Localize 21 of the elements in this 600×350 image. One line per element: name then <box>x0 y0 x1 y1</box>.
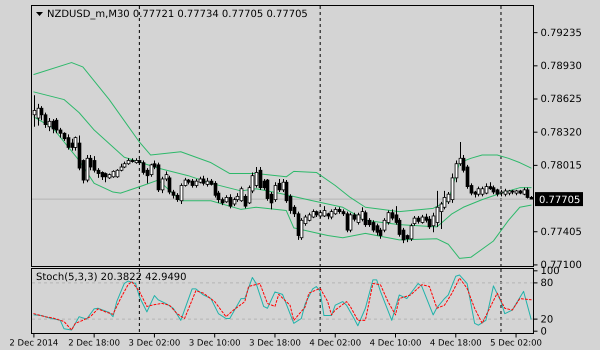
y-tick-label: 0.78930 <box>540 61 582 72</box>
ref-line-label: 0.77705 <box>539 195 580 206</box>
y-tick-label: 0.78320 <box>540 127 582 138</box>
y-tick-label: 80 <box>540 278 554 290</box>
x-tick-label: 5 Dec 02:00 <box>490 338 542 349</box>
x-tick-label: 4 Dec 02:00 <box>309 338 362 349</box>
chart-title: Stoch(5,3,3) 20.3822 42.9490 <box>36 272 187 283</box>
x-tick-label: 2 Dec 2014 <box>9 338 58 349</box>
x-tick-label: 4 Dec 18:00 <box>430 338 482 349</box>
y-tick-label: 0.77405 <box>540 226 582 238</box>
x-tick-label: 3 Dec 02:00 <box>128 338 180 349</box>
y-tick-label: 0.78625 <box>540 94 582 106</box>
x-tick-label: 4 Dec 10:00 <box>370 338 422 349</box>
y-tick-label: 0.79235 <box>540 28 582 39</box>
x-tick-label: 3 Dec 18:00 <box>249 338 301 349</box>
y-tick-label: 0.78015 <box>540 160 582 172</box>
x-tick-label: 3 Dec 10:00 <box>188 338 241 349</box>
y-tick-label: 20 <box>540 314 554 326</box>
y-tick-label: 0 <box>540 326 547 338</box>
chart-title: NZDUSD_m,M30 0.77721 0.77734 0.77705 0.77705 <box>47 9 308 20</box>
x-tick-label: 2 Dec 18:00 <box>68 338 120 349</box>
